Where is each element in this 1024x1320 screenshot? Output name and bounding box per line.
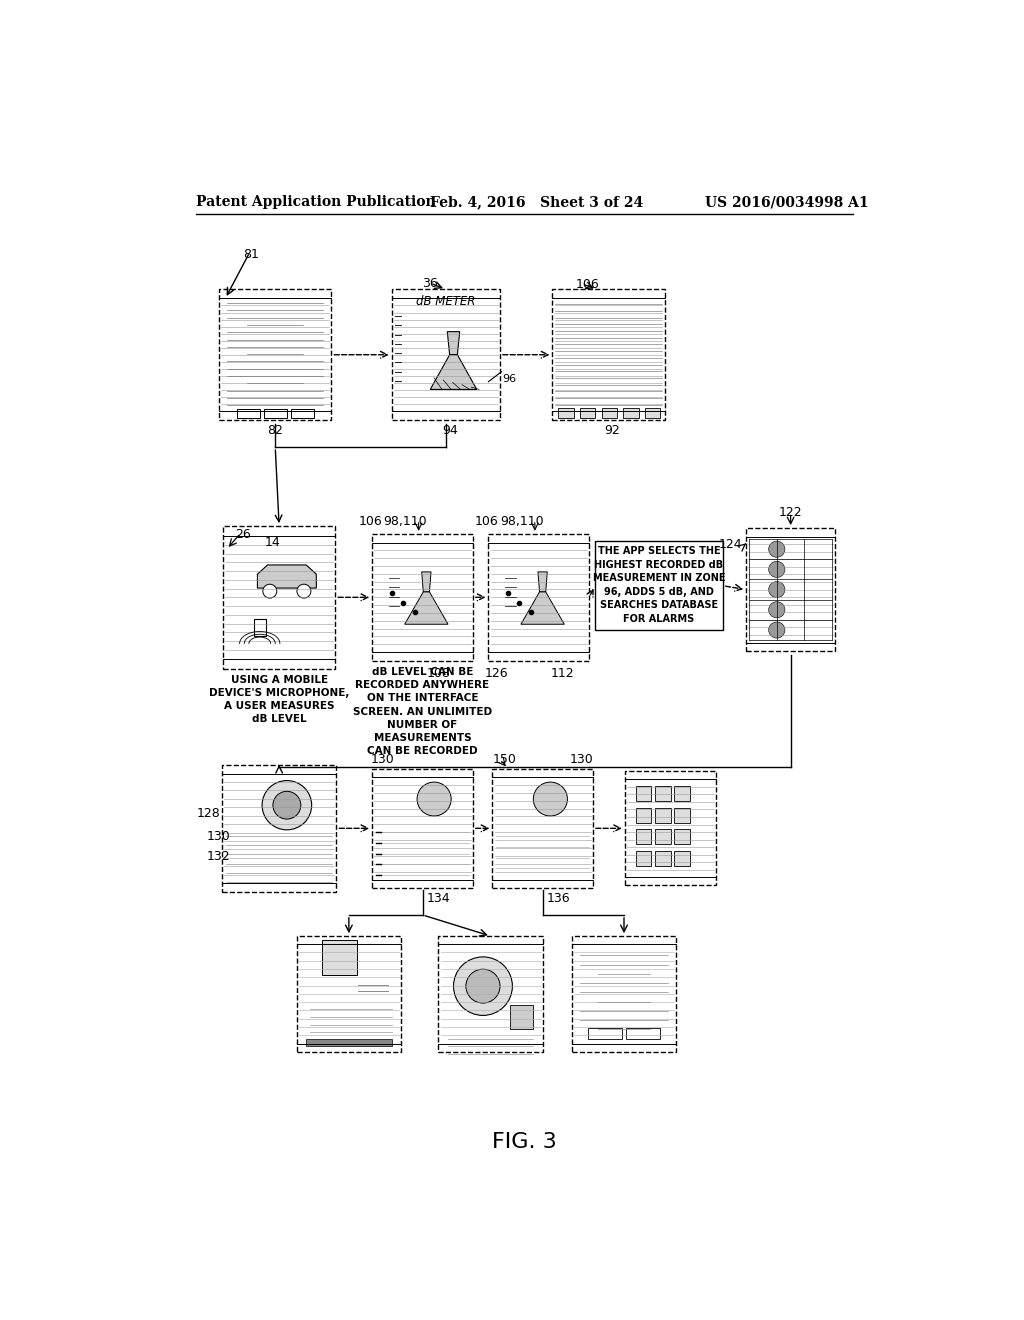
Polygon shape xyxy=(404,591,449,624)
Bar xyxy=(219,289,332,420)
Text: USING A MOBILE
DEVICE'S MICROPHONE,
A USER MEASURES
dB LEVEL: USING A MOBILE DEVICE'S MICROPHONE, A US… xyxy=(209,675,349,725)
Text: 106: 106 xyxy=(474,515,498,528)
Text: 36: 36 xyxy=(422,277,438,290)
Bar xyxy=(558,408,573,417)
Text: 130: 130 xyxy=(569,754,594,766)
Text: THE APP SELECTS THE
HIGHEST RECORDED dB
MEASUREMENT IN ZONE
96, ADDS 5 dB, AND
S: THE APP SELECTS THE HIGHEST RECORDED dB … xyxy=(593,546,725,624)
Bar xyxy=(624,408,639,417)
Text: 96: 96 xyxy=(503,374,516,384)
Bar xyxy=(291,409,314,418)
Text: 112: 112 xyxy=(550,667,574,680)
Bar xyxy=(655,808,671,822)
Polygon shape xyxy=(422,572,431,591)
Polygon shape xyxy=(521,591,564,624)
Text: US 2016/0034998 A1: US 2016/0034998 A1 xyxy=(706,195,869,210)
Circle shape xyxy=(769,582,785,598)
Text: 130: 130 xyxy=(371,754,394,766)
Text: 92: 92 xyxy=(604,424,621,437)
Bar xyxy=(655,829,671,845)
Text: 136: 136 xyxy=(547,892,570,904)
Bar xyxy=(488,533,589,661)
Bar xyxy=(636,785,651,801)
Circle shape xyxy=(769,602,785,618)
Bar xyxy=(372,533,473,661)
Text: 124: 124 xyxy=(719,537,742,550)
Text: 26: 26 xyxy=(234,528,251,541)
Bar xyxy=(627,1028,660,1039)
Bar xyxy=(675,829,690,845)
Circle shape xyxy=(769,541,785,557)
Text: 82: 82 xyxy=(267,424,284,437)
Polygon shape xyxy=(538,572,547,591)
Bar xyxy=(636,829,651,845)
Bar xyxy=(493,768,593,888)
Text: 106: 106 xyxy=(358,515,382,528)
Text: 98,110: 98,110 xyxy=(500,515,544,528)
Bar xyxy=(254,619,266,636)
Bar xyxy=(675,785,690,801)
Bar xyxy=(222,764,337,892)
Bar xyxy=(675,808,690,822)
Bar xyxy=(645,408,660,417)
Circle shape xyxy=(262,780,311,830)
Bar xyxy=(595,541,723,630)
Circle shape xyxy=(466,969,500,1003)
Bar xyxy=(571,936,676,1052)
Circle shape xyxy=(454,957,512,1015)
Text: Feb. 4, 2016   Sheet 3 of 24: Feb. 4, 2016 Sheet 3 of 24 xyxy=(430,195,643,210)
Text: FIG. 3: FIG. 3 xyxy=(493,1133,557,1152)
Bar xyxy=(601,408,617,417)
Circle shape xyxy=(297,585,311,598)
Text: 134: 134 xyxy=(426,892,450,904)
Bar xyxy=(588,1028,622,1039)
Text: 94: 94 xyxy=(442,424,458,437)
Text: 150: 150 xyxy=(493,754,516,766)
Bar xyxy=(438,936,543,1052)
Bar xyxy=(322,940,356,974)
Bar xyxy=(263,409,287,418)
Text: 126: 126 xyxy=(484,667,508,680)
Text: dB METER: dB METER xyxy=(416,296,475,309)
Text: 81: 81 xyxy=(243,248,259,261)
Circle shape xyxy=(534,781,567,816)
Polygon shape xyxy=(447,331,460,355)
Bar xyxy=(655,850,671,866)
Bar xyxy=(372,768,473,888)
Bar xyxy=(580,408,595,417)
Circle shape xyxy=(263,585,276,598)
Circle shape xyxy=(769,561,785,577)
Text: 98,110: 98,110 xyxy=(384,515,427,528)
Circle shape xyxy=(417,781,452,816)
Text: dB LEVEL CAN BE
RECORDED ANYWHERE
ON THE INTERFACE
SCREEN. AN UNLIMITED
NUMBER O: dB LEVEL CAN BE RECORDED ANYWHERE ON THE… xyxy=(353,667,493,756)
Bar xyxy=(552,289,665,420)
Text: 14: 14 xyxy=(264,536,281,549)
Bar xyxy=(675,850,690,866)
Circle shape xyxy=(769,622,785,638)
Bar xyxy=(391,289,500,420)
Polygon shape xyxy=(430,355,477,389)
Bar xyxy=(625,771,716,886)
Text: 132: 132 xyxy=(206,850,230,863)
Bar xyxy=(636,850,651,866)
Text: 106: 106 xyxy=(575,277,600,290)
Circle shape xyxy=(273,792,301,818)
Text: Patent Application Publication: Patent Application Publication xyxy=(197,195,436,210)
Bar xyxy=(655,785,671,801)
Text: 122: 122 xyxy=(779,507,803,520)
Bar xyxy=(636,808,651,822)
Bar xyxy=(746,528,836,651)
Bar xyxy=(223,527,335,668)
Text: 128: 128 xyxy=(197,807,221,820)
Bar xyxy=(297,936,401,1052)
Bar xyxy=(306,1039,391,1047)
Polygon shape xyxy=(510,1006,534,1028)
Text: 108: 108 xyxy=(426,667,451,680)
Text: 130: 130 xyxy=(206,830,230,843)
Polygon shape xyxy=(257,565,316,589)
Bar xyxy=(237,409,260,418)
